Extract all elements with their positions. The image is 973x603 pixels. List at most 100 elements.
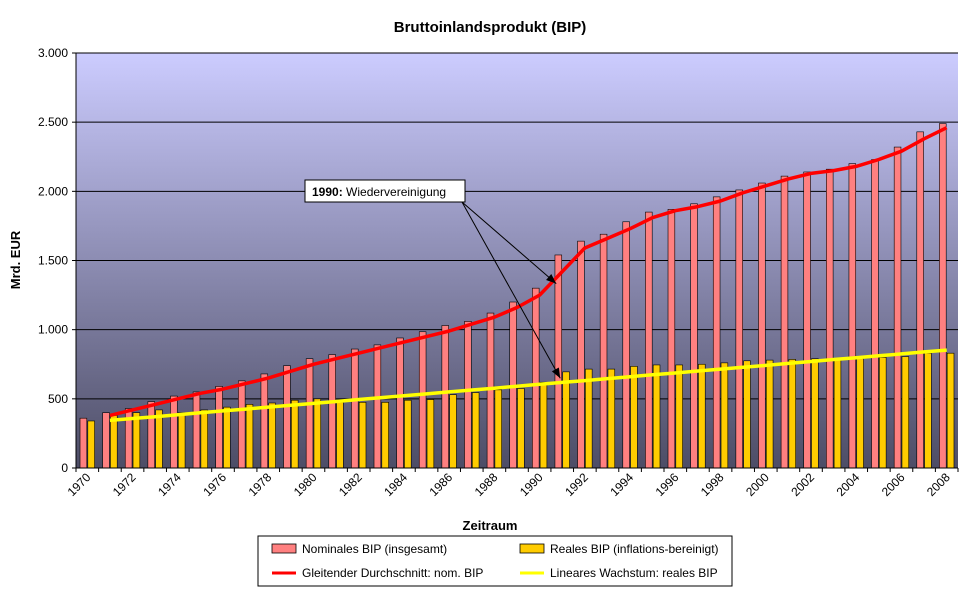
legend: Nominales BIP (insgesamt) Reales BIP (inf… bbox=[257, 535, 733, 587]
bar-real-1997 bbox=[698, 363, 706, 469]
legend-label: Gleitender Durchschnitt: nom. BIP bbox=[302, 566, 483, 580]
bar-nominal-2005 bbox=[871, 159, 879, 469]
bar-real-2007 bbox=[924, 352, 932, 469]
bar-nominal-1978 bbox=[260, 373, 269, 469]
x-tick-label: 1996 bbox=[653, 470, 682, 499]
x-tick-label: 1988 bbox=[472, 470, 501, 499]
bar-real-2006 bbox=[901, 356, 910, 469]
bar-real-1974 bbox=[177, 412, 186, 469]
bar-real-1991 bbox=[562, 371, 570, 469]
legend-label: Lineares Wachstum: reales BIP bbox=[550, 566, 718, 580]
bar-real-1980 bbox=[313, 398, 322, 469]
bar-nominal-1976 bbox=[215, 386, 223, 469]
x-axis-title: Zeitraum bbox=[463, 518, 518, 533]
bar-nominal-1984 bbox=[396, 337, 404, 469]
legend-label: Nominales BIP (insgesamt) bbox=[302, 542, 447, 556]
annotation-arrow-real-head bbox=[551, 367, 561, 379]
bar-nominal-2000 bbox=[758, 182, 766, 469]
chart-title: Bruttoinlandsprodukt (BIP) bbox=[394, 19, 586, 36]
y-tick-label: 2.500 bbox=[38, 115, 68, 129]
bar-nominal-1979 bbox=[283, 365, 291, 469]
bar-nominal-1977 bbox=[238, 380, 246, 469]
y-tick-label: 1.000 bbox=[38, 323, 68, 337]
bar-nominal-1971 bbox=[102, 412, 110, 469]
x-tick-label: 1976 bbox=[200, 470, 229, 499]
annotation-arrow-nominal bbox=[461, 201, 557, 284]
bar-nominal-1981 bbox=[328, 354, 336, 469]
bar-real-1995 bbox=[652, 364, 661, 469]
line-moving-average bbox=[109, 126, 948, 418]
legend-label: Reales BIP (inflations-bereinigt) bbox=[550, 542, 719, 556]
x-tick-label: 1992 bbox=[562, 470, 591, 499]
bar-nominal-1983 bbox=[373, 344, 382, 469]
bar-real-1975 bbox=[200, 409, 208, 469]
bar-nominal-1985 bbox=[418, 331, 427, 469]
bar-real-1987 bbox=[471, 392, 480, 469]
bar-real-1983 bbox=[381, 401, 389, 469]
bar-real-1996 bbox=[675, 364, 683, 469]
x-tick-label: 1994 bbox=[607, 470, 636, 499]
bar-real-1972 bbox=[132, 412, 141, 469]
x-tick-label: 2008 bbox=[924, 470, 953, 499]
x-tick-label: 2000 bbox=[743, 470, 772, 499]
annotation-wiedervereinigung: 1990: Wiedervereinigung bbox=[304, 179, 561, 379]
bar-nominal-1991 bbox=[554, 254, 563, 469]
x-tick-label: 2006 bbox=[879, 470, 908, 499]
bar-real-1992 bbox=[585, 368, 593, 469]
x-tick-label: 2004 bbox=[834, 470, 863, 499]
bar-nominal-1999 bbox=[735, 189, 743, 469]
bar-nominal-2003 bbox=[826, 168, 834, 469]
bar-nominal-1996 bbox=[667, 209, 676, 469]
axes-group bbox=[72, 52, 959, 472]
annotation-bold: 1990: bbox=[312, 185, 343, 199]
bar-nominal-2008 bbox=[939, 123, 947, 469]
bar-real-1988 bbox=[494, 389, 502, 469]
bar-real-1979 bbox=[291, 399, 299, 469]
bar-real-2002 bbox=[811, 358, 819, 469]
bar-real-2004 bbox=[856, 358, 864, 469]
bar-real-2003 bbox=[833, 359, 842, 469]
annotation-arrow-real bbox=[461, 201, 561, 379]
bar-nominal-1995 bbox=[645, 211, 653, 469]
y-tick-label: 3.000 bbox=[38, 46, 68, 60]
line-linear-trend bbox=[109, 348, 947, 423]
x-tick-label: 1990 bbox=[517, 470, 546, 499]
bar-real-1971 bbox=[110, 415, 118, 469]
bar-real-1978 bbox=[268, 402, 276, 469]
y-tick-label: 1.500 bbox=[38, 254, 68, 268]
bar-real-1994 bbox=[630, 366, 638, 469]
x-tick-label: 1982 bbox=[336, 470, 365, 499]
bar-nominal-1992 bbox=[577, 240, 585, 469]
bar-nominal-2002 bbox=[803, 171, 811, 469]
bar-nominal-1980 bbox=[305, 358, 314, 469]
bar-real-1984 bbox=[404, 399, 412, 469]
bar-real-1986 bbox=[449, 394, 457, 469]
bar-nominal-1990 bbox=[532, 287, 540, 469]
bar-real-2008 bbox=[946, 352, 955, 469]
bar-real-1999 bbox=[743, 360, 751, 469]
bar-nominal-1982 bbox=[351, 348, 359, 469]
bar-nominal-1986 bbox=[441, 325, 449, 469]
bar-nominal-1994 bbox=[622, 221, 630, 469]
bar-nominal-1988 bbox=[486, 312, 495, 469]
y-tick-labels: 0 500 1.000 1.500 2.000 2.500 3.000 bbox=[38, 46, 68, 475]
bar-real-1990 bbox=[539, 381, 548, 469]
legend-swatch bbox=[271, 543, 297, 554]
bar-real-2005 bbox=[879, 357, 887, 469]
legend-swatch bbox=[519, 543, 545, 554]
x-tick-label: 1986 bbox=[426, 470, 455, 499]
bar-real-1981 bbox=[336, 401, 344, 469]
x-tick-label: 1998 bbox=[698, 470, 727, 499]
bar-real-1993 bbox=[607, 368, 616, 469]
annotation-label: Wiedervereinigung bbox=[343, 185, 446, 199]
bar-nominal-1974 bbox=[170, 395, 178, 469]
y-axis-title: Mrd. EUR bbox=[8, 230, 23, 289]
annotation-text: 1990: Wiedervereinigung bbox=[312, 185, 446, 199]
x-tick-label: 1972 bbox=[110, 470, 139, 499]
bar-nominal-1975 bbox=[192, 391, 201, 469]
x-tick-label: 1980 bbox=[291, 470, 320, 499]
bar-real-1973 bbox=[155, 409, 163, 469]
annotation-box bbox=[304, 179, 466, 203]
bar-nominal-2001 bbox=[780, 175, 789, 469]
bar-real-1982 bbox=[358, 401, 367, 469]
